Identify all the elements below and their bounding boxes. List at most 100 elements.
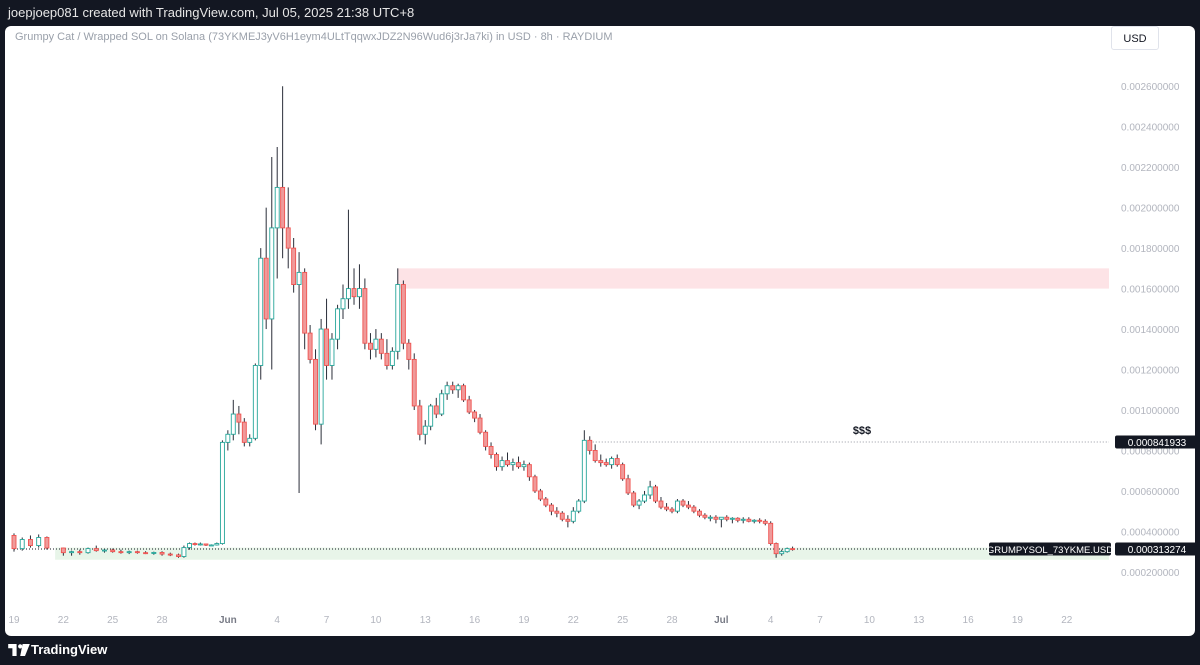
candle-body[interactable] (609, 458, 615, 466)
candle-body[interactable] (686, 504, 691, 508)
candle-body[interactable] (197, 543, 203, 546)
candle-body[interactable] (669, 508, 675, 512)
candle-body[interactable] (324, 328, 329, 366)
candle-body[interactable] (439, 393, 445, 415)
candle-body[interactable] (576, 500, 582, 512)
candle-body[interactable] (664, 506, 670, 510)
candle-body[interactable] (247, 437, 253, 443)
candle-body[interactable] (395, 284, 401, 352)
candle-body[interactable] (44, 537, 50, 549)
candle-body[interactable] (384, 352, 390, 366)
candle-body[interactable] (230, 413, 236, 435)
candle-body[interactable] (269, 227, 275, 320)
candle-body[interactable] (472, 411, 478, 419)
candle-body[interactable] (274, 186, 280, 229)
candle-body[interactable] (691, 506, 697, 512)
candlestick-chart[interactable]: 0.000200000 0.000400000 0.000600000 0.00080… (5, 26, 1195, 636)
candle-body[interactable] (636, 500, 642, 506)
candle-body[interactable] (351, 288, 357, 298)
chart-panel[interactable]: 0.000200000 0.000400000 0.000600000 0.00080… (5, 26, 1195, 636)
candle-body[interactable] (362, 288, 368, 344)
candle-body[interactable] (537, 490, 543, 500)
candle-body[interactable] (718, 516, 724, 520)
candle-body[interactable] (625, 478, 631, 494)
candle-body[interactable] (543, 498, 549, 506)
candle-body[interactable] (603, 462, 609, 466)
candle-body[interactable] (773, 543, 779, 555)
candle-body[interactable] (784, 548, 790, 553)
candle-body[interactable] (373, 338, 379, 350)
candle-body[interactable] (11, 535, 17, 550)
candle-body[interactable] (167, 553, 173, 556)
candle-body[interactable] (510, 462, 516, 466)
candle-body[interactable] (521, 464, 527, 468)
candle-body[interactable] (587, 439, 593, 451)
candle-body[interactable] (483, 431, 489, 447)
candle-body[interactable] (280, 186, 286, 229)
candle-body[interactable] (400, 284, 406, 344)
candle-body[interactable] (680, 500, 686, 506)
candle-body[interactable] (565, 518, 571, 522)
candle-body[interactable] (159, 552, 165, 555)
candle-body[interactable] (252, 365, 258, 439)
candle-body[interactable] (19, 539, 25, 550)
candle-body[interactable] (302, 271, 308, 334)
candle-body[interactable] (707, 516, 713, 519)
candle-body[interactable] (236, 413, 242, 423)
candle-body[interactable] (516, 462, 521, 468)
candle-body[interactable] (614, 458, 620, 466)
candle-body[interactable] (192, 543, 198, 546)
candle-body[interactable] (378, 338, 384, 354)
candle-body[interactable] (790, 548, 796, 551)
candle-body[interactable] (417, 405, 423, 435)
candle-body[interactable] (176, 554, 181, 557)
candle-body[interactable] (499, 460, 505, 468)
candle-body[interactable] (631, 492, 637, 506)
candle-body[interactable] (110, 549, 116, 553)
candle-body[interactable] (746, 518, 752, 522)
candle-body[interactable] (494, 454, 499, 468)
candle-body[interactable] (208, 544, 214, 547)
candle-body[interactable] (285, 227, 291, 249)
candle-body[interactable] (187, 543, 192, 549)
candle-body[interactable] (697, 510, 702, 516)
candle-body[interactable] (740, 518, 746, 521)
footer-brand[interactable]: TradingView (31, 642, 108, 657)
candle-body[interactable] (28, 539, 33, 547)
candle-body[interactable] (735, 517, 741, 521)
candle-body[interactable] (263, 257, 269, 320)
candle-body[interactable] (428, 405, 434, 427)
candle-body[interactable] (258, 257, 264, 366)
candle-body[interactable] (151, 552, 157, 554)
candle-body[interactable] (219, 441, 225, 545)
candle-body[interactable] (598, 460, 604, 464)
candle-body[interactable] (724, 516, 730, 520)
candle-body[interactable] (368, 342, 373, 350)
candle-body[interactable] (444, 385, 450, 395)
candle-body[interactable] (477, 417, 483, 433)
candle-body[interactable] (411, 358, 417, 407)
candle-body[interactable] (422, 425, 428, 435)
candle-body[interactable] (181, 547, 187, 557)
candle-body[interactable] (203, 543, 209, 546)
candle-body[interactable] (620, 464, 626, 480)
candle-body[interactable] (674, 500, 680, 512)
candle-body[interactable] (389, 350, 395, 366)
candle-body[interactable] (60, 547, 66, 554)
candle-body[interactable] (488, 445, 494, 455)
candle-body[interactable] (433, 405, 439, 415)
candle-body[interactable] (345, 288, 351, 300)
candle-body[interactable] (126, 551, 132, 554)
candle-body[interactable] (779, 551, 785, 555)
candle-body[interactable] (77, 551, 83, 554)
candle-body[interactable] (118, 551, 124, 554)
candle-body[interactable] (505, 460, 510, 466)
candle-body[interactable] (313, 358, 318, 425)
candle-body[interactable] (581, 439, 587, 502)
candle-body[interactable] (548, 504, 554, 512)
currency-button[interactable]: USD (1111, 26, 1159, 50)
candle-body[interactable] (357, 288, 362, 298)
candle-body[interactable] (241, 421, 247, 443)
candle-body[interactable] (291, 247, 297, 285)
candle-body[interactable] (406, 342, 412, 360)
